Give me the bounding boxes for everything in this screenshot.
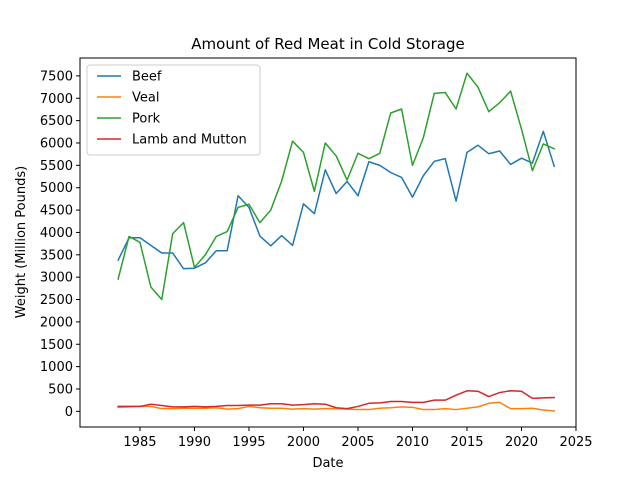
x-tick-label: 1990 [178,435,211,450]
x-tick-label: 2020 [505,435,538,450]
x-axis-title: Date [312,456,343,471]
x-tick-label: 1985 [123,435,156,450]
legend-box [86,64,261,156]
x-tick-label: 2010 [396,435,429,450]
y-tick-label: 3500 [40,248,73,263]
series-line-pork [117,72,556,301]
x-tick-label: 1995 [232,435,265,450]
y-tick-label: 2000 [40,315,73,330]
y-tick-label: 7000 [40,92,73,107]
y-tick-label: 500 [48,382,73,397]
y-tick-label: 4000 [40,226,73,241]
y-tick-label: 6500 [40,114,73,129]
y-tick-label: 0 [65,405,73,420]
legend-label-lamb-and-mutton: Lamb and Mutton [132,133,247,148]
y-tick-label: 6000 [40,136,73,151]
x-tick-label: 2000 [287,435,320,450]
legend: Beef Veal Pork Lamb and Mutton [86,64,261,156]
series-layer [117,72,556,412]
axes-layer: 1985 1990 1995 2000 2005 2010 2015 2020 2025 0 500… [40,69,593,450]
y-tick-label: 3000 [40,271,73,286]
legend-label-beef: Beef [132,70,162,85]
plot-frame [79,57,577,428]
y-tick-label: 1000 [40,360,73,375]
y-tick-label: 1500 [40,338,73,353]
series-line-veal [117,401,556,412]
x-tick-label: 2015 [450,435,483,450]
y-tick-label: 7500 [40,69,73,84]
x-tick-label: 2005 [341,435,374,450]
chart-title: Amount of Red Meat in Cold Storage [191,35,464,53]
y-tick-label: 5500 [40,159,73,174]
legend-label-veal: Veal [132,91,159,106]
x-tick-label: 2025 [559,435,592,450]
y-tick-label: 2500 [40,293,73,308]
series-line-beef [117,130,556,270]
y-tick-label: 4500 [40,204,73,219]
series-line-lamb-and-mutton [117,390,555,410]
legend-label-pork: Pork [132,112,161,127]
y-axis-title: Weight (Million Pounds) [14,166,29,318]
y-tick-label: 5000 [40,181,73,196]
